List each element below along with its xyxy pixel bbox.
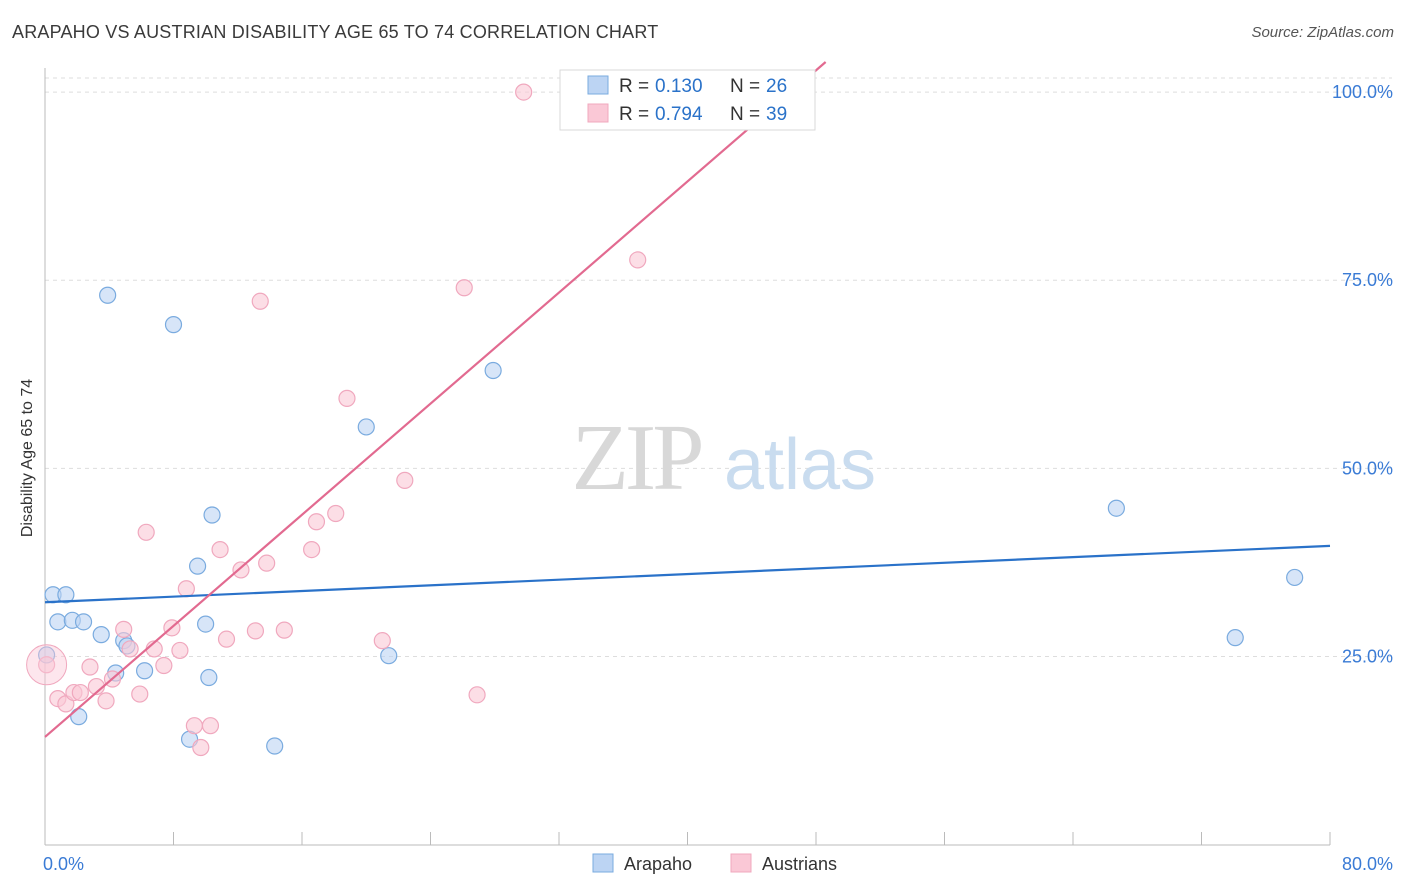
- legend-n-label: N =: [730, 76, 760, 97]
- austrians-point: [192, 738, 210, 757]
- legend-r-label: R =: [619, 104, 649, 125]
- y-tick-label: 50.0%: [1342, 458, 1393, 478]
- arapaho-point: [99, 286, 117, 304]
- austrians-point: [201, 717, 220, 735]
- austrians-point: [171, 641, 189, 660]
- arapaho-point: [203, 506, 221, 524]
- bottom-legend-swatch-arapaho: [592, 853, 614, 873]
- austrians-point: [455, 279, 473, 297]
- arapaho-point: [92, 626, 110, 644]
- austrians-point: [38, 656, 56, 674]
- austrians-point: [338, 389, 356, 407]
- tick-labels: 25.0% 50.0% 75.0% 100.0% 0.0% 80.0%: [43, 82, 1393, 874]
- austrians-point: [275, 621, 293, 639]
- y-tick-label: 100.0%: [1332, 82, 1393, 102]
- legend-r-value: 0.794: [655, 104, 703, 125]
- arapaho-point: [200, 668, 218, 687]
- bottom-legend-label-arapaho: Arapaho: [624, 854, 692, 874]
- chart-title: ARAPAHO VS AUSTRIAN DISABILITY AGE 65 TO…: [12, 22, 659, 42]
- austrians-point: [246, 622, 265, 640]
- arapaho-point: [188, 557, 207, 575]
- legend: R = 0.130 N = 26 R = 0.794 N = 39: [559, 69, 816, 131]
- watermark-zip: ZIP: [572, 406, 702, 510]
- arapaho-point: [57, 586, 75, 604]
- austrians-point: [232, 561, 250, 579]
- austrians-point: [177, 580, 195, 598]
- austrians-point: [307, 513, 326, 531]
- austrians-point: [131, 685, 149, 703]
- trend-lines: [44, 61, 1331, 738]
- watermark-atlas: atlas: [724, 425, 876, 505]
- austrians-point: [155, 656, 173, 675]
- legend-r-label: R =: [619, 76, 649, 97]
- austrians-point: [97, 692, 115, 710]
- arapaho-point: [357, 418, 375, 436]
- x-tick-label: 0.0%: [43, 854, 84, 874]
- legend-n-label: N =: [730, 104, 760, 125]
- arapaho-point: [1107, 499, 1125, 517]
- austrians-point: [629, 251, 647, 269]
- austrians-point: [115, 620, 133, 638]
- austrians-point: [211, 541, 229, 559]
- legend-swatch-arapaho: [587, 75, 609, 95]
- arapaho-point: [380, 647, 398, 665]
- legend-r-value: 0.130: [655, 76, 703, 97]
- austrians-point: [185, 717, 203, 735]
- austrians-point: [258, 554, 276, 572]
- arapaho-point: [1286, 568, 1304, 587]
- legend-n-value: 26: [766, 76, 787, 97]
- austrians-point: [71, 683, 89, 702]
- austrians-point: [121, 640, 139, 658]
- arapaho-point: [197, 615, 215, 633]
- austrians-point: [373, 632, 391, 650]
- bottom-legend: Arapaho Austrians: [592, 853, 837, 874]
- arapaho-point: [164, 316, 183, 334]
- arapaho-point: [135, 662, 154, 680]
- arapaho-point: [484, 361, 502, 380]
- arapaho-point: [1226, 629, 1244, 647]
- austrians-point: [81, 658, 99, 676]
- austrians-point: [251, 292, 269, 310]
- austrians-point: [468, 686, 486, 704]
- austrians-point: [217, 630, 236, 648]
- chart-source: Source: ZipAtlas.com: [1251, 24, 1394, 41]
- austrians-point: [303, 541, 321, 559]
- austrians-point: [515, 83, 533, 101]
- legend-n-value: 39: [766, 104, 787, 125]
- austrians-point: [396, 471, 414, 489]
- arapaho-point: [266, 737, 284, 755]
- bottom-legend-label-austrians: Austrians: [762, 854, 837, 874]
- axes: [44, 68, 1331, 846]
- y-tick-label: 25.0%: [1342, 646, 1393, 666]
- austrians-trend-line: [44, 61, 827, 738]
- arapaho-point: [74, 613, 93, 631]
- data-points: [26, 83, 1304, 757]
- arapaho-point: [70, 708, 88, 726]
- x-tick-label: 80.0%: [1342, 854, 1393, 874]
- y-tick-label: 75.0%: [1342, 270, 1393, 290]
- austrians-point: [26, 644, 68, 686]
- watermark: ZIP atlas: [572, 406, 877, 510]
- austrians-point: [327, 504, 345, 523]
- arapaho-trend-line: [44, 544, 1331, 604]
- legend-swatch-austrians: [587, 103, 609, 123]
- arapaho-point: [49, 613, 67, 631]
- bottom-legend-swatch-austrians: [730, 853, 752, 873]
- austrians-point: [137, 523, 155, 541]
